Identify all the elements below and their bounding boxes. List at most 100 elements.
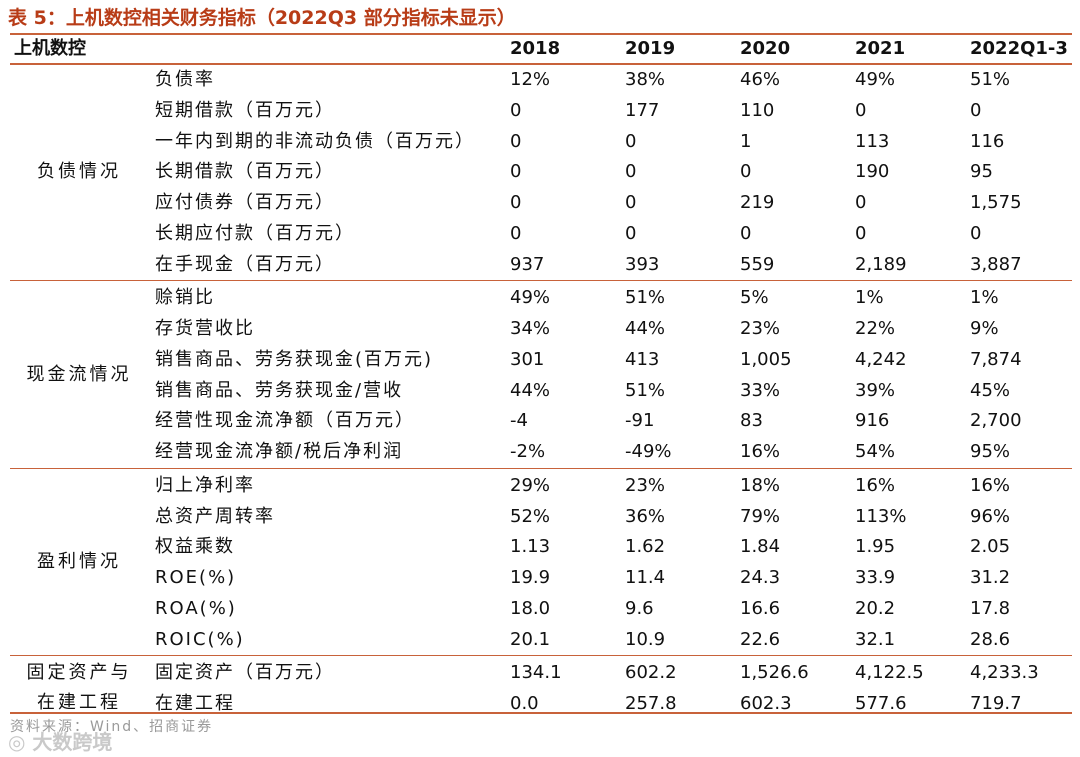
value-cell: 116 (970, 130, 1005, 152)
value-cell: 10.9 (625, 628, 666, 650)
value-cell: 113 (855, 130, 890, 152)
value-cell: 17.8 (970, 597, 1011, 619)
metric-label: 一年内到期的非流动负债（百万元） (155, 130, 475, 152)
value-cell: 1.13 (510, 536, 551, 558)
value-cell: 1,526.6 (740, 662, 809, 684)
value-cell: 577.6 (855, 693, 907, 714)
metric-label: 归上净利率 (155, 474, 255, 496)
header-year: 2019 (625, 38, 676, 59)
header-rule (10, 63, 1072, 65)
bottom-rule (10, 712, 1072, 714)
value-cell: 2,189 (855, 253, 907, 275)
value-cell: 177 (625, 99, 660, 121)
value-cell: 51% (625, 287, 666, 309)
metric-label: 短期借款（百万元） (155, 99, 335, 121)
value-cell: 52% (510, 505, 551, 527)
group-label: 负债情况 (37, 160, 121, 182)
value-cell: 28.6 (970, 628, 1011, 650)
value-cell: 19.9 (510, 567, 551, 588)
value-cell: -49% (625, 441, 672, 462)
value-cell: 0 (855, 222, 867, 244)
value-cell: 16% (855, 474, 896, 496)
value-cell: 4,122.5 (855, 662, 924, 684)
value-cell: 16% (970, 474, 1011, 496)
metric-label: 负债率 (155, 69, 215, 90)
metric-label: 应付债券（百万元） (155, 192, 335, 213)
value-cell: 0 (740, 222, 752, 244)
group-label-line: 固定资产与 (26, 662, 132, 683)
group-label-line: 在建工程 (37, 692, 121, 713)
value-cell: 36% (625, 505, 666, 527)
value-cell: 96% (970, 505, 1011, 527)
value-cell: 257.8 (625, 693, 677, 714)
value-cell: 39% (855, 379, 896, 401)
value-cell: 0 (510, 99, 522, 121)
metric-label: 固定资产（百万元） (155, 662, 335, 684)
value-cell: -4 (510, 410, 528, 432)
header-year: 2022Q1-3 (970, 38, 1068, 59)
value-cell: 0 (855, 99, 867, 121)
source-note: 资料来源：Wind、招商证券 (10, 719, 214, 735)
value-cell: 12% (510, 69, 551, 90)
value-cell: 32.1 (855, 628, 896, 650)
header-year: 2020 (740, 38, 791, 59)
header-year: 2021 (855, 38, 906, 59)
value-cell: 0 (510, 222, 522, 244)
value-cell: 22% (855, 318, 896, 339)
value-cell: 49% (510, 287, 551, 309)
value-cell: 1% (970, 287, 999, 309)
value-cell: 31.2 (970, 567, 1011, 588)
metric-label: 在手现金（百万元） (155, 253, 335, 275)
value-cell: 413 (625, 348, 660, 370)
top-rule (10, 33, 1072, 35)
metric-label: 在建工程 (155, 693, 235, 714)
value-cell: 719.7 (970, 693, 1022, 714)
value-cell: 937 (510, 253, 545, 275)
value-cell: 0 (970, 222, 982, 244)
value-cell: 113% (855, 505, 907, 527)
value-cell: 4,233.3 (970, 662, 1039, 684)
group-divider (10, 280, 1072, 282)
value-cell: 24.3 (740, 567, 781, 588)
value-cell: 4,242 (855, 348, 907, 370)
watermark-text: 大数跨境 (32, 730, 113, 754)
value-cell: 559 (740, 253, 775, 275)
value-cell: 38% (625, 69, 666, 90)
value-cell: 1.95 (855, 536, 896, 558)
metric-label: 总资产周转率 (155, 505, 275, 527)
metric-label: ROA(%) (155, 597, 237, 619)
value-cell: 1,005 (740, 348, 792, 370)
value-cell: 18% (740, 474, 781, 496)
value-cell: 0 (625, 222, 637, 244)
value-cell: 602.2 (625, 662, 677, 684)
value-cell: 29% (510, 474, 551, 496)
value-cell: 2.05 (970, 536, 1011, 558)
metric-label: ROE(%) (155, 567, 237, 588)
value-cell: 134.1 (510, 662, 562, 684)
value-cell: 393 (625, 253, 660, 275)
value-cell: 1,575 (970, 192, 1022, 213)
metric-label: 经营现金流净额/税后净利润 (155, 441, 404, 462)
value-cell: 49% (855, 69, 896, 90)
value-cell: 0 (510, 192, 522, 213)
value-cell: 110 (740, 99, 775, 121)
value-cell: 1.62 (625, 536, 666, 558)
value-cell: 22.6 (740, 628, 781, 650)
value-cell: 5% (740, 287, 769, 309)
group-label: 现金流情况 (26, 363, 132, 385)
value-cell: 0 (625, 192, 637, 213)
metric-label: 长期应付款（百万元） (155, 222, 355, 244)
value-cell: 54% (855, 441, 896, 462)
metric-label: 存货营收比 (155, 318, 255, 339)
value-cell: 79% (740, 505, 781, 527)
metric-label: 权益乘数 (155, 536, 235, 558)
value-cell: 0 (855, 192, 867, 213)
value-cell: 95 (970, 161, 993, 183)
value-cell: 1.84 (740, 536, 781, 558)
value-cell: 11.4 (625, 567, 666, 588)
value-cell: 301 (510, 348, 545, 370)
group-divider (10, 655, 1072, 657)
metric-label: 长期借款（百万元） (155, 161, 335, 183)
metric-label: 赊销比 (155, 287, 215, 309)
table-title: 表 5：上机数控相关财务指标（2022Q3 部分指标未显示） (8, 7, 516, 29)
